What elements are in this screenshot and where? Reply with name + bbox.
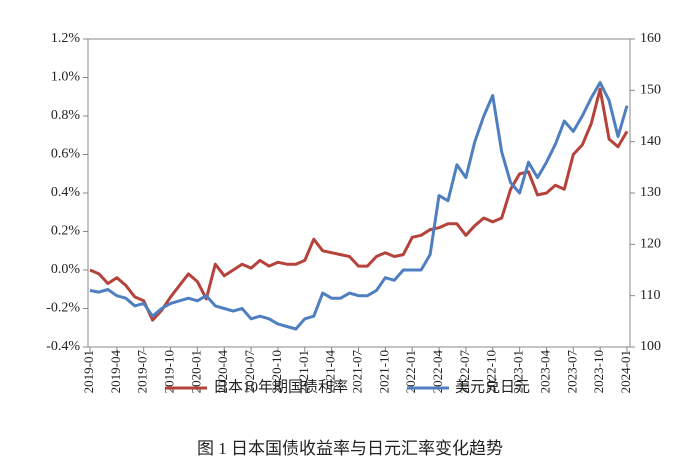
y-tick-label: -0.4%: [46, 339, 80, 354]
x-tick-label: 2023-10: [591, 350, 606, 393]
x-tick-label: 2019-01: [81, 350, 96, 393]
y-tick-label: 1.2%: [51, 31, 81, 46]
y-tick-label: -0.2%: [46, 301, 80, 316]
y2-tick-label: 130: [640, 185, 661, 200]
x-tick-label: 2021-01: [296, 350, 311, 393]
x-tick-label: 2022-01: [403, 350, 418, 393]
x-tick-label: 2020-10: [269, 350, 284, 393]
y2-tick-label: 140: [640, 134, 661, 149]
series-line: [89, 81, 629, 331]
y-tick-label: 0.8%: [51, 108, 81, 123]
x-tick-label: 2019-10: [162, 350, 177, 393]
y-tick-label: 0.0%: [51, 262, 81, 277]
y-tick-label: 1.0%: [51, 70, 81, 85]
y2-tick-label: 150: [640, 83, 661, 98]
x-tick-label: 2023-04: [537, 350, 552, 394]
y-tick-label: 0.6%: [51, 147, 81, 162]
x-tick-label: 2022-10: [484, 350, 499, 393]
x-tick-label: 2020-04: [215, 350, 230, 394]
x-tick-label: 2022-07: [457, 350, 472, 394]
legend-label: 美元兑日元: [455, 378, 530, 395]
x-tick-label: 2023-07: [564, 350, 579, 394]
x-tick-label: 2020-01: [188, 350, 203, 393]
x-tick-label: 2023-01: [511, 350, 526, 393]
legend-label: 日本10年期国债利率: [213, 378, 348, 395]
y-tick-label: 0.4%: [51, 185, 81, 200]
y2-tick-label: 160: [640, 31, 661, 46]
y-tick-label: 0.2%: [51, 224, 81, 239]
y2-tick-label: 120: [640, 237, 661, 252]
x-tick-label: 2019-07: [135, 350, 150, 394]
x-tick-label: 2019-04: [108, 350, 123, 394]
x-tick-label: 2021-10: [376, 350, 391, 393]
x-tick-label: 2024-01: [618, 350, 633, 393]
series-line: [89, 87, 629, 322]
x-tick-label: 2022-04: [430, 350, 445, 394]
y2-tick-label: 110: [640, 288, 660, 303]
x-tick-label: 2021-07: [349, 350, 364, 394]
x-tick-label: 2021-04: [323, 350, 338, 394]
y2-tick-label: 100: [640, 339, 661, 354]
x-tick-label: 2020-07: [242, 350, 257, 394]
caption: 图 1 日本国债收益率与日元汇率变化趋势: [197, 439, 503, 458]
